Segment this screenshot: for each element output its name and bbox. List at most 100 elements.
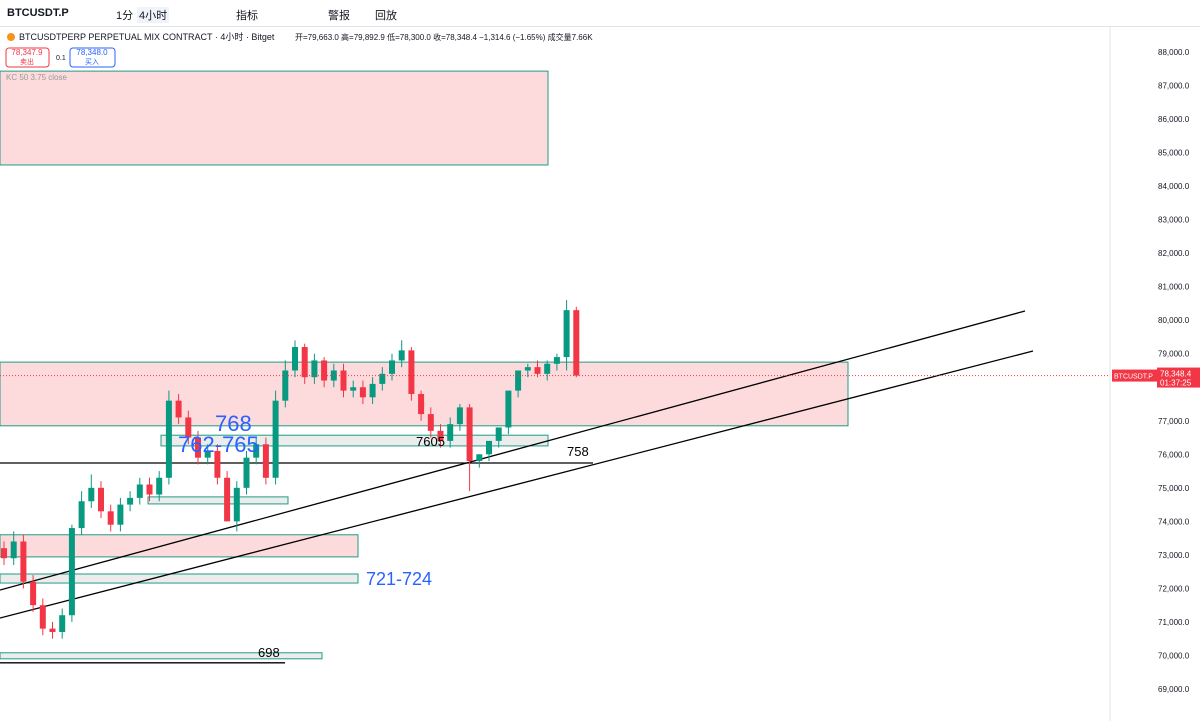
alert[interactable]: 警报 bbox=[328, 10, 350, 22]
y-tick-label: 82,000.0 bbox=[1158, 249, 1190, 258]
buy-button[interactable] bbox=[69, 47, 116, 68]
candle-body bbox=[350, 387, 357, 391]
candle-body bbox=[553, 357, 560, 364]
symbol[interactable]: BTCUSDT.P bbox=[7, 7, 69, 19]
y-tick-label: 84,000.0 bbox=[1158, 182, 1190, 191]
buy-label: 买入 bbox=[85, 58, 99, 66]
y-tick-label: 76,000.0 bbox=[1158, 450, 1190, 459]
zone bbox=[0, 573, 359, 584]
candle-body bbox=[136, 484, 143, 498]
candle-body bbox=[233, 487, 240, 522]
y-tick-label: 72,000.0 bbox=[1158, 584, 1190, 593]
candle-body bbox=[282, 370, 289, 401]
candle-body bbox=[272, 400, 279, 478]
y-tick-label: 69,000.0 bbox=[1158, 685, 1190, 694]
candle-body bbox=[39, 605, 46, 629]
toolbar: BTCUSDT.P 1分 4小时 指标 警报 回放 bbox=[0, 0, 1200, 27]
buy-price: 78,348.0 bbox=[76, 48, 108, 57]
replay[interactable]: 回放 bbox=[375, 10, 397, 22]
candle-body bbox=[534, 367, 541, 374]
candle-body bbox=[1, 548, 7, 559]
legend-ohlc: 开=79,663.0 高=79,892.9 低=78,300.0 收=78,34… bbox=[295, 32, 593, 42]
candle-body bbox=[98, 487, 104, 512]
price-tag-symbol bbox=[1112, 369, 1157, 382]
candle-body bbox=[127, 497, 134, 505]
candle-body bbox=[224, 477, 231, 522]
candle-body bbox=[524, 367, 531, 371]
interval[interactable]: 1分 bbox=[116, 10, 134, 22]
candle-body bbox=[447, 424, 454, 441]
y-tick-label: 74,000.0 bbox=[1158, 517, 1190, 526]
candle-body bbox=[253, 444, 260, 458]
sell-price: 78,347.9 bbox=[11, 48, 43, 57]
candle-body bbox=[408, 350, 415, 394]
legend-title: BTCUSDTPERP PERPETUAL MIX CONTRACT · 4小时… bbox=[19, 31, 275, 42]
candle-body bbox=[156, 477, 163, 495]
candle-body bbox=[204, 450, 211, 458]
candle-body bbox=[486, 440, 492, 455]
candle-body bbox=[195, 437, 201, 458]
candle-body bbox=[398, 350, 405, 361]
price-tag-price: 78,348.4 bbox=[1160, 370, 1192, 379]
candle-body bbox=[292, 347, 298, 371]
candle-body bbox=[437, 430, 444, 441]
candle-body bbox=[117, 504, 124, 525]
interval[interactable]: 4小时 bbox=[137, 7, 170, 23]
candle-body bbox=[466, 407, 473, 462]
candle-body bbox=[78, 501, 85, 529]
candle-body bbox=[262, 444, 269, 478]
zone bbox=[0, 534, 359, 558]
candle-body bbox=[418, 393, 425, 415]
candle-body bbox=[389, 360, 395, 374]
candle-body bbox=[10, 541, 17, 559]
candle-body bbox=[301, 347, 308, 378]
candle-body bbox=[359, 387, 366, 398]
candle-body bbox=[68, 528, 75, 616]
sell-button[interactable] bbox=[5, 47, 50, 68]
indicators[interactable]: 指标 bbox=[236, 10, 258, 22]
candle-body bbox=[340, 370, 347, 391]
candle-body bbox=[369, 383, 376, 398]
zone bbox=[147, 496, 289, 505]
annotation: 698 bbox=[258, 645, 280, 660]
annotation: 758 bbox=[567, 444, 589, 459]
annotation: 721-724 bbox=[366, 569, 432, 589]
candle-body bbox=[59, 615, 66, 632]
candle-body bbox=[427, 414, 434, 431]
candle-body bbox=[563, 310, 570, 358]
zone bbox=[0, 652, 323, 660]
candle-body bbox=[88, 487, 95, 502]
candle-body bbox=[175, 400, 182, 418]
candle-body bbox=[379, 373, 386, 384]
candle-body bbox=[146, 484, 153, 495]
y-tick-label: 73,000.0 bbox=[1158, 551, 1190, 560]
candle-body bbox=[573, 310, 580, 376]
y-tick-label: 79,000.0 bbox=[1158, 350, 1190, 359]
candle-body bbox=[20, 541, 27, 582]
candle-body bbox=[214, 450, 221, 478]
y-tick-label: 83,000.0 bbox=[1158, 216, 1190, 225]
candle-body bbox=[311, 360, 318, 378]
y-tick-label: 70,000.0 bbox=[1158, 651, 1190, 660]
annotation: 762-765 bbox=[178, 432, 259, 457]
y-tick-label: 81,000.0 bbox=[1158, 283, 1190, 292]
candle-body bbox=[456, 407, 463, 425]
sell-label: 卖出 bbox=[20, 57, 34, 66]
candle-body bbox=[165, 400, 172, 478]
candle-body bbox=[243, 457, 250, 488]
y-tick-label: 85,000.0 bbox=[1158, 149, 1190, 158]
annotation: 7605 bbox=[416, 434, 445, 449]
indicator-label: KC 50 3.75 close bbox=[6, 73, 67, 82]
price-tag bbox=[1157, 367, 1200, 388]
y-tick-label: 87,000.0 bbox=[1158, 82, 1190, 91]
trendline bbox=[0, 350, 1034, 619]
candle-body bbox=[185, 417, 192, 438]
qty: 0.1 bbox=[56, 55, 66, 62]
y-tick-label: 77,000.0 bbox=[1158, 417, 1190, 426]
zone bbox=[0, 70, 549, 166]
trendline bbox=[0, 310, 1026, 591]
coin-icon bbox=[7, 33, 15, 41]
candle-body bbox=[495, 427, 502, 441]
